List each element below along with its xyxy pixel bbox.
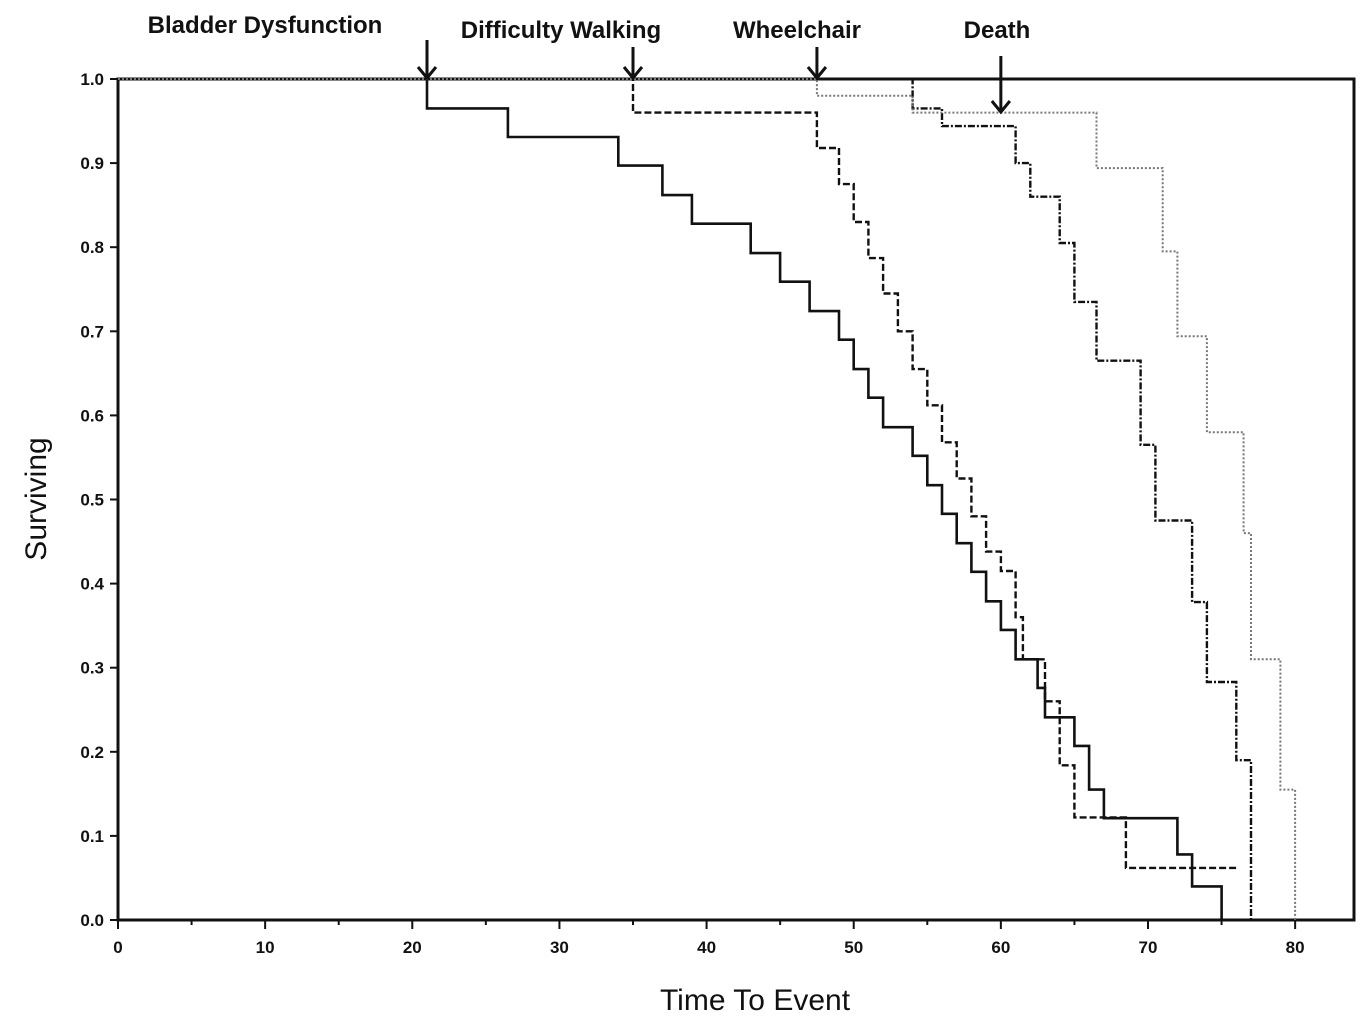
series-line-2	[118, 77, 1237, 870]
y-tick-label: 0.5	[80, 491, 104, 510]
annotation-label: Difficulty Walking	[461, 17, 661, 44]
y-axis-title: Surviving	[20, 437, 53, 560]
y-tick-label: 1.0	[80, 70, 104, 89]
annotation-arrow-head	[990, 100, 1012, 115]
y-tick-label: 0.0	[80, 911, 104, 930]
x-tick-label: 50	[844, 938, 863, 957]
y-tick-label: 0.1	[80, 827, 104, 846]
x-tick-label: 40	[697, 938, 716, 957]
y-tick-label: 0.2	[80, 743, 104, 762]
y-tick-label: 0.9	[80, 154, 104, 173]
x-tick-label: 10	[256, 938, 275, 957]
annotation-arrow-head	[806, 66, 828, 81]
y-axis: 0.0 0.1 0.2 0.3 0.4 0.5 0.6 0.7 0.8 0.9 1.0	[80, 70, 118, 930]
series-line-4	[118, 78, 1297, 920]
x-axis: 0 10 20 30 40 50 60 70 80	[113, 920, 1305, 957]
annotation-arrow-head	[416, 66, 438, 81]
x-tick-label: 70	[1139, 938, 1158, 957]
annotation-arrow-head	[622, 66, 644, 81]
x-tick-label: 60	[991, 938, 1010, 957]
series-layer	[118, 77, 1297, 920]
x-tick-label: 80	[1286, 938, 1305, 957]
annotation-label: Wheelchair	[733, 17, 861, 44]
y-tick-label: 0.3	[80, 659, 104, 678]
y-tick-label: 0.4	[80, 575, 104, 594]
x-tick-label: 30	[550, 938, 569, 957]
annotation-label: Bladder Dysfunction	[148, 12, 383, 39]
y-tick-label: 0.7	[80, 322, 104, 341]
annotations-layer: Bladder Dysfunction Difficulty Walking Whe…	[148, 12, 1031, 115]
series-line-1	[118, 77, 1223, 920]
x-axis-title: Time To Event	[660, 984, 851, 1017]
x-tick-label: 0	[113, 938, 122, 957]
x-tick-label: 20	[403, 938, 422, 957]
series-line-3	[118, 77, 1253, 920]
y-tick-label: 0.8	[80, 238, 104, 257]
plot-frame	[116, 77, 1356, 922]
annotation-label: Death	[964, 17, 1031, 44]
y-tick-label: 0.6	[80, 406, 104, 425]
